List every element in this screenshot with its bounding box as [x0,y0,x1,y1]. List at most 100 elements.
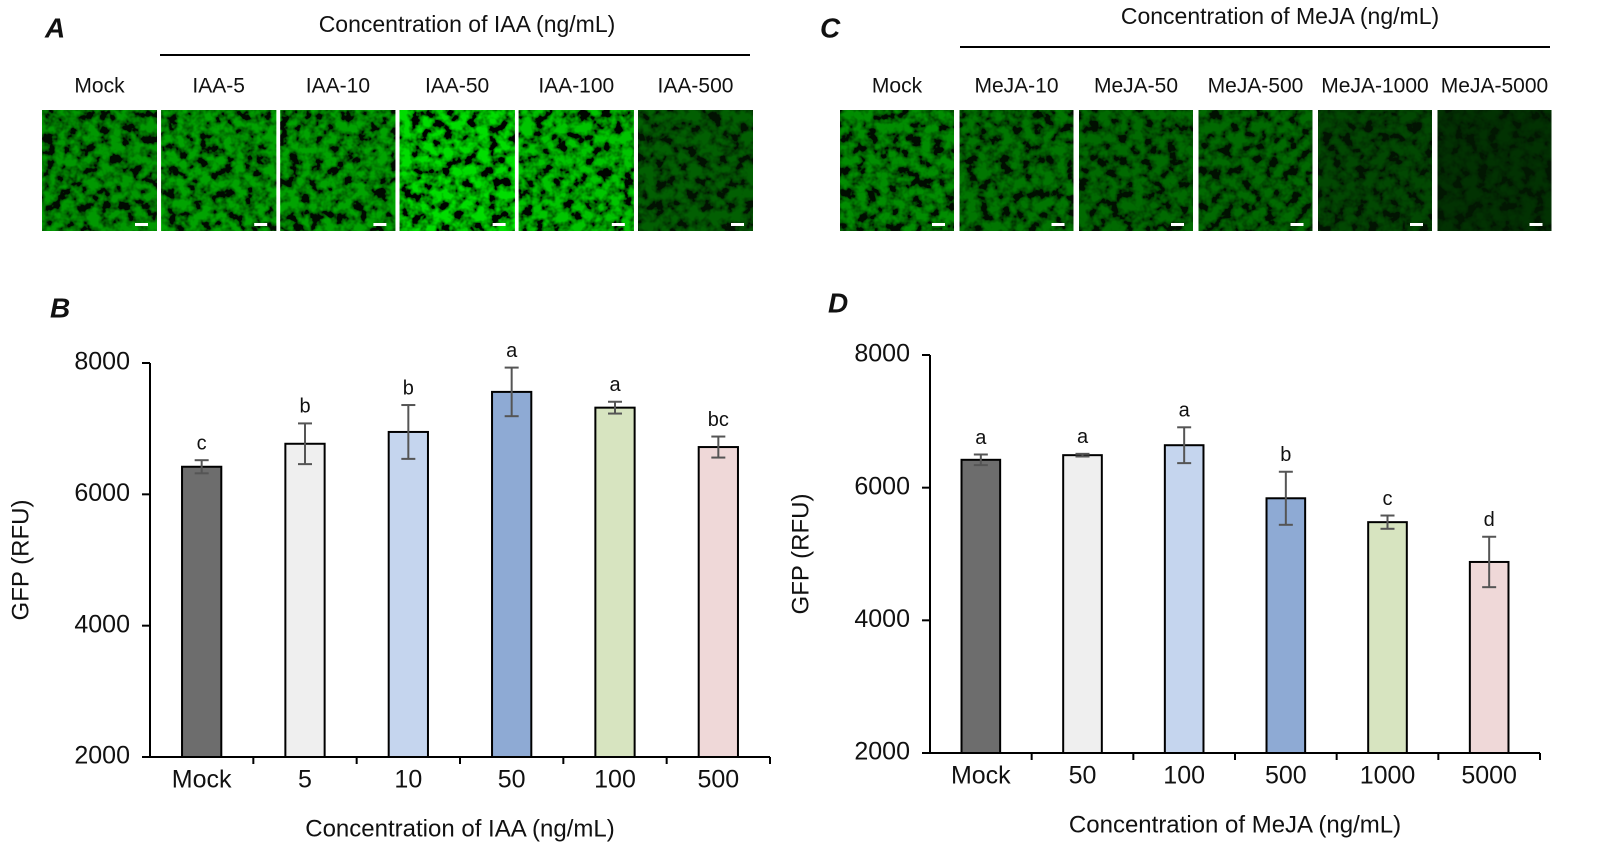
bar [960,458,1002,754]
bar [181,465,223,758]
error-bar [711,435,726,459]
micrograph [518,110,634,231]
error-bar [1380,514,1395,530]
significance-label: bc [708,409,729,431]
micrograph [280,110,396,231]
x-tick-label: 100 [594,766,636,794]
y-axis-title: GFP (RFU) [7,500,34,621]
micrograph [959,110,1074,231]
x-tick-label: 50 [498,766,526,794]
significance-label: d [1484,509,1495,531]
bar [491,390,533,758]
image-signal [959,110,1074,231]
x-tick-label: Mock [172,766,232,794]
scale-bar [1529,223,1543,226]
bar [1367,521,1408,754]
image-label: MeJA-500 [1208,75,1304,98]
significance-label: a [1077,426,1089,448]
scale-bar [932,223,945,226]
image-label: MeJA-5000 [1441,75,1548,98]
significance-label: a [506,340,518,362]
significance-label: a [609,374,621,396]
micrograph [1318,110,1432,231]
x-axis-title: Concentration of IAA (ng/mL) [305,815,615,842]
error-bar [298,422,312,466]
error-bar [504,366,519,418]
bar [1265,497,1307,754]
image-signal [1318,110,1432,231]
significance-label: a [1179,400,1191,422]
micrograph [1437,110,1552,231]
y-tick-label: 6000 [854,472,910,500]
image-label: MeJA-50 [1094,75,1178,98]
scale-bar [611,223,625,226]
y-tick-label: 4000 [854,605,910,633]
x-tick-label: 500 [1265,762,1307,790]
scale-bar [373,223,387,226]
x-tick-label: 5000 [1461,762,1517,790]
micrograph [399,110,515,231]
x-tick-label: 10 [394,766,422,794]
error-bar [194,459,209,475]
scale-bar [1290,223,1304,226]
bar [1163,444,1205,754]
scale-bar [731,223,744,226]
y-tick-label: 2000 [74,742,130,770]
error-bar [1177,426,1192,465]
error-bar [1075,452,1090,458]
image-label: IAA-100 [538,75,614,98]
bar [284,442,326,758]
panel-letter: A [44,12,65,43]
scale-bar [135,223,148,226]
significance-label: c [1383,488,1393,510]
image-signal [1079,110,1193,231]
significance-label: a [975,427,987,449]
x-axis-title: Concentration of MeJA (ng/mL) [1069,811,1401,838]
x-tick-label: 500 [697,766,739,794]
micrograph [1079,110,1193,231]
panel-letter: B [50,292,70,323]
error-bar [401,404,416,460]
significance-label: b [403,377,414,399]
panel-title: Concentration of MeJA (ng/mL) [1121,3,1439,29]
image-label: IAA-5 [192,75,245,98]
significance-label: c [197,432,207,454]
x-tick-label: Mock [951,762,1011,790]
bar [697,446,739,758]
image-signal [840,110,954,231]
image-label: IAA-500 [658,75,734,98]
scale-bar [492,223,506,226]
significance-label: b [1280,444,1291,466]
x-tick-label: 5 [298,766,312,794]
image-signal [1198,110,1313,231]
bar [1468,560,1510,755]
image-label: IAA-50 [425,75,489,98]
panel-title: Concentration of IAA (ng/mL) [319,11,616,37]
panel-letter: C [820,12,841,43]
y-tick-label: 2000 [854,738,910,766]
error-bar [1278,470,1293,526]
micrograph [42,110,157,231]
micrograph [161,110,277,231]
x-tick-label: 100 [1163,762,1205,790]
image-label: MeJA-1000 [1321,75,1428,98]
scale-bar [1410,223,1423,226]
scale-bar [254,223,268,226]
image-label: Mock [872,75,923,98]
y-tick-label: 8000 [854,340,910,368]
error-bar [973,453,988,467]
bar [594,406,636,758]
x-tick-label: 1000 [1360,762,1416,790]
image-label: IAA-10 [306,75,370,98]
scale-bar [1171,223,1184,226]
image-signal [161,110,277,231]
micrograph [638,110,753,231]
image-signal [399,110,515,231]
image-signal [518,110,634,231]
image-label: MeJA-10 [974,75,1058,98]
significance-label: b [299,396,310,418]
image-signal [42,110,157,231]
bar [1062,454,1103,754]
image-signal [280,110,396,231]
